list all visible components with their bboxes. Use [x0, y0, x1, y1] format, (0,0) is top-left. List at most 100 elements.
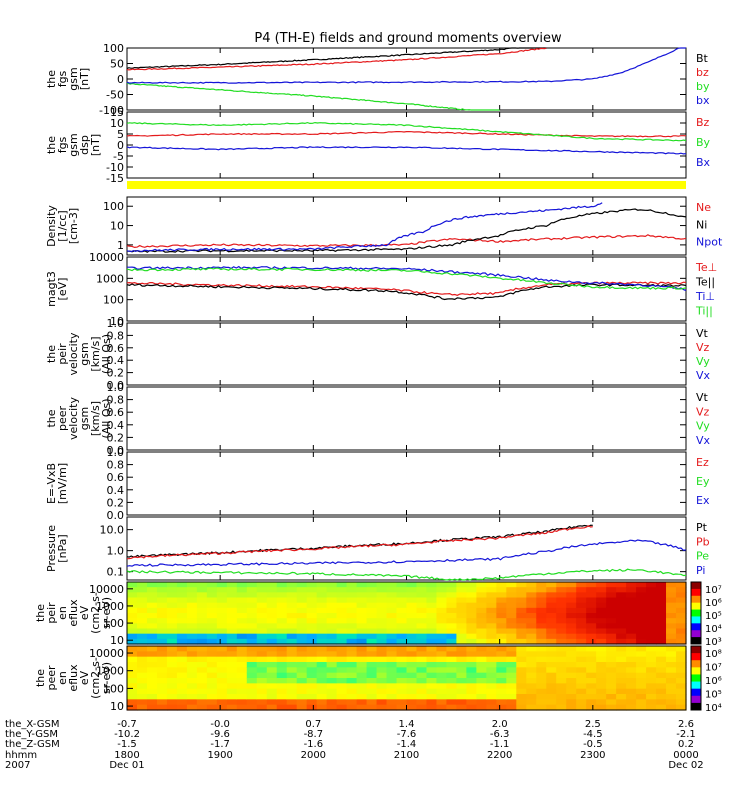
- heat-cell: [266, 638, 278, 645]
- heat-cell: [646, 597, 657, 604]
- heat-cell: [366, 587, 378, 593]
- heat-cell: [266, 688, 278, 695]
- colorbar-cell: [691, 609, 701, 617]
- heat-cell: [566, 672, 577, 679]
- legend-Vy: Vy: [696, 355, 710, 368]
- heat-cell: [246, 694, 258, 700]
- heat-cell: [436, 646, 448, 652]
- heat-cell: [286, 613, 298, 619]
- heat-cell: [446, 592, 458, 599]
- heat-cell: [256, 638, 268, 645]
- y-tick-label: 100: [103, 200, 124, 213]
- heat-cell: [556, 623, 567, 630]
- heat-cell: [316, 628, 328, 635]
- heat-cell: [646, 704, 657, 711]
- y-tick-label: 10: [110, 117, 124, 130]
- panel-frame: [126, 322, 687, 386]
- heat-cell: [346, 662, 358, 668]
- heat-cell: [676, 688, 687, 695]
- y-tick-label: -100: [99, 104, 124, 117]
- heat-cell: [156, 667, 168, 674]
- xaxis-value: Dec 01: [109, 760, 144, 771]
- heat-cell: [306, 623, 318, 630]
- heat-cell: [426, 656, 438, 663]
- heat-cell: [436, 618, 448, 624]
- heat-cell: [546, 628, 557, 635]
- y-axis-label: eV: [78, 670, 91, 685]
- heat-cell: [386, 694, 398, 700]
- heat-cell: [566, 597, 577, 604]
- heat-cell: [326, 623, 338, 630]
- heat-cell: [296, 597, 308, 604]
- series-Npot: [126, 202, 603, 253]
- heat-cell: [546, 662, 557, 668]
- heat-cell: [446, 704, 458, 711]
- heat-cell: [166, 699, 178, 706]
- heat-cell: [506, 602, 517, 609]
- heat-cell: [466, 628, 477, 635]
- heat-cell: [336, 694, 348, 700]
- y-axis-label: the: [34, 604, 47, 622]
- heat-cell: [236, 628, 248, 635]
- heat-cell: [516, 618, 527, 624]
- heat-cell: [176, 667, 188, 674]
- y-axis-label: sr-eV): [100, 662, 113, 694]
- heat-cell: [127, 607, 138, 614]
- heat-cell: [376, 623, 388, 630]
- heat-cell: [636, 678, 647, 684]
- heat-cell: [496, 662, 507, 668]
- heat-cell: [316, 656, 328, 663]
- heat-cell: [136, 602, 148, 609]
- heat-cell: [666, 688, 677, 695]
- heat-cell: [466, 587, 477, 593]
- heat-cell: [266, 672, 278, 679]
- xaxis-value: -9.6: [210, 729, 230, 740]
- heat-cell: [416, 607, 428, 614]
- legend-Te⊥: Te⊥: [695, 261, 717, 274]
- heat-cell: [376, 704, 388, 711]
- heat-cell: [296, 602, 308, 609]
- y-axis-label: en: [56, 606, 69, 620]
- heat-cell: [446, 678, 458, 684]
- series-bz: [126, 47, 547, 71]
- heat-cell: [346, 683, 358, 690]
- heat-cell: [626, 587, 637, 593]
- heat-cell: [146, 667, 158, 674]
- heat-cell: [626, 613, 637, 619]
- heat-cell: [636, 582, 647, 588]
- heat-cell: [346, 651, 358, 658]
- heat-cell: [196, 618, 208, 624]
- heat-cell: [186, 704, 198, 711]
- xaxis-value: 1800: [114, 750, 139, 761]
- heat-cell: [386, 628, 398, 635]
- heat-cell: [146, 704, 158, 711]
- heat-cell: [576, 607, 587, 614]
- heat-cell: [656, 582, 667, 588]
- heat-cell: [346, 672, 358, 679]
- heat-cell: [666, 582, 677, 588]
- series-By: [126, 121, 687, 142]
- y-axis-label: [eV]: [56, 278, 69, 301]
- heat-cell: [596, 607, 607, 614]
- heat-cell: [536, 672, 547, 679]
- heat-cell: [586, 618, 597, 624]
- y-tick-label: -5: [113, 150, 124, 163]
- xaxis-value: 2100: [394, 750, 419, 761]
- heat-cell: [356, 651, 368, 658]
- heat-cell: [596, 704, 607, 711]
- heat-cell: [316, 587, 328, 593]
- heat-cell: [216, 623, 228, 630]
- y-tick-label: 0.8: [107, 329, 125, 342]
- heat-cell: [626, 656, 637, 663]
- heat-cell: [526, 633, 537, 640]
- heat-cell: [476, 694, 487, 700]
- heat-cell: [326, 688, 338, 695]
- heat-cell: [556, 704, 567, 711]
- heat-cell: [406, 656, 418, 663]
- heat-cell: [336, 688, 348, 695]
- heat-cell: [286, 646, 298, 652]
- heat-cell: [446, 597, 458, 604]
- heat-cell: [326, 618, 338, 624]
- heat-cell: [596, 628, 607, 635]
